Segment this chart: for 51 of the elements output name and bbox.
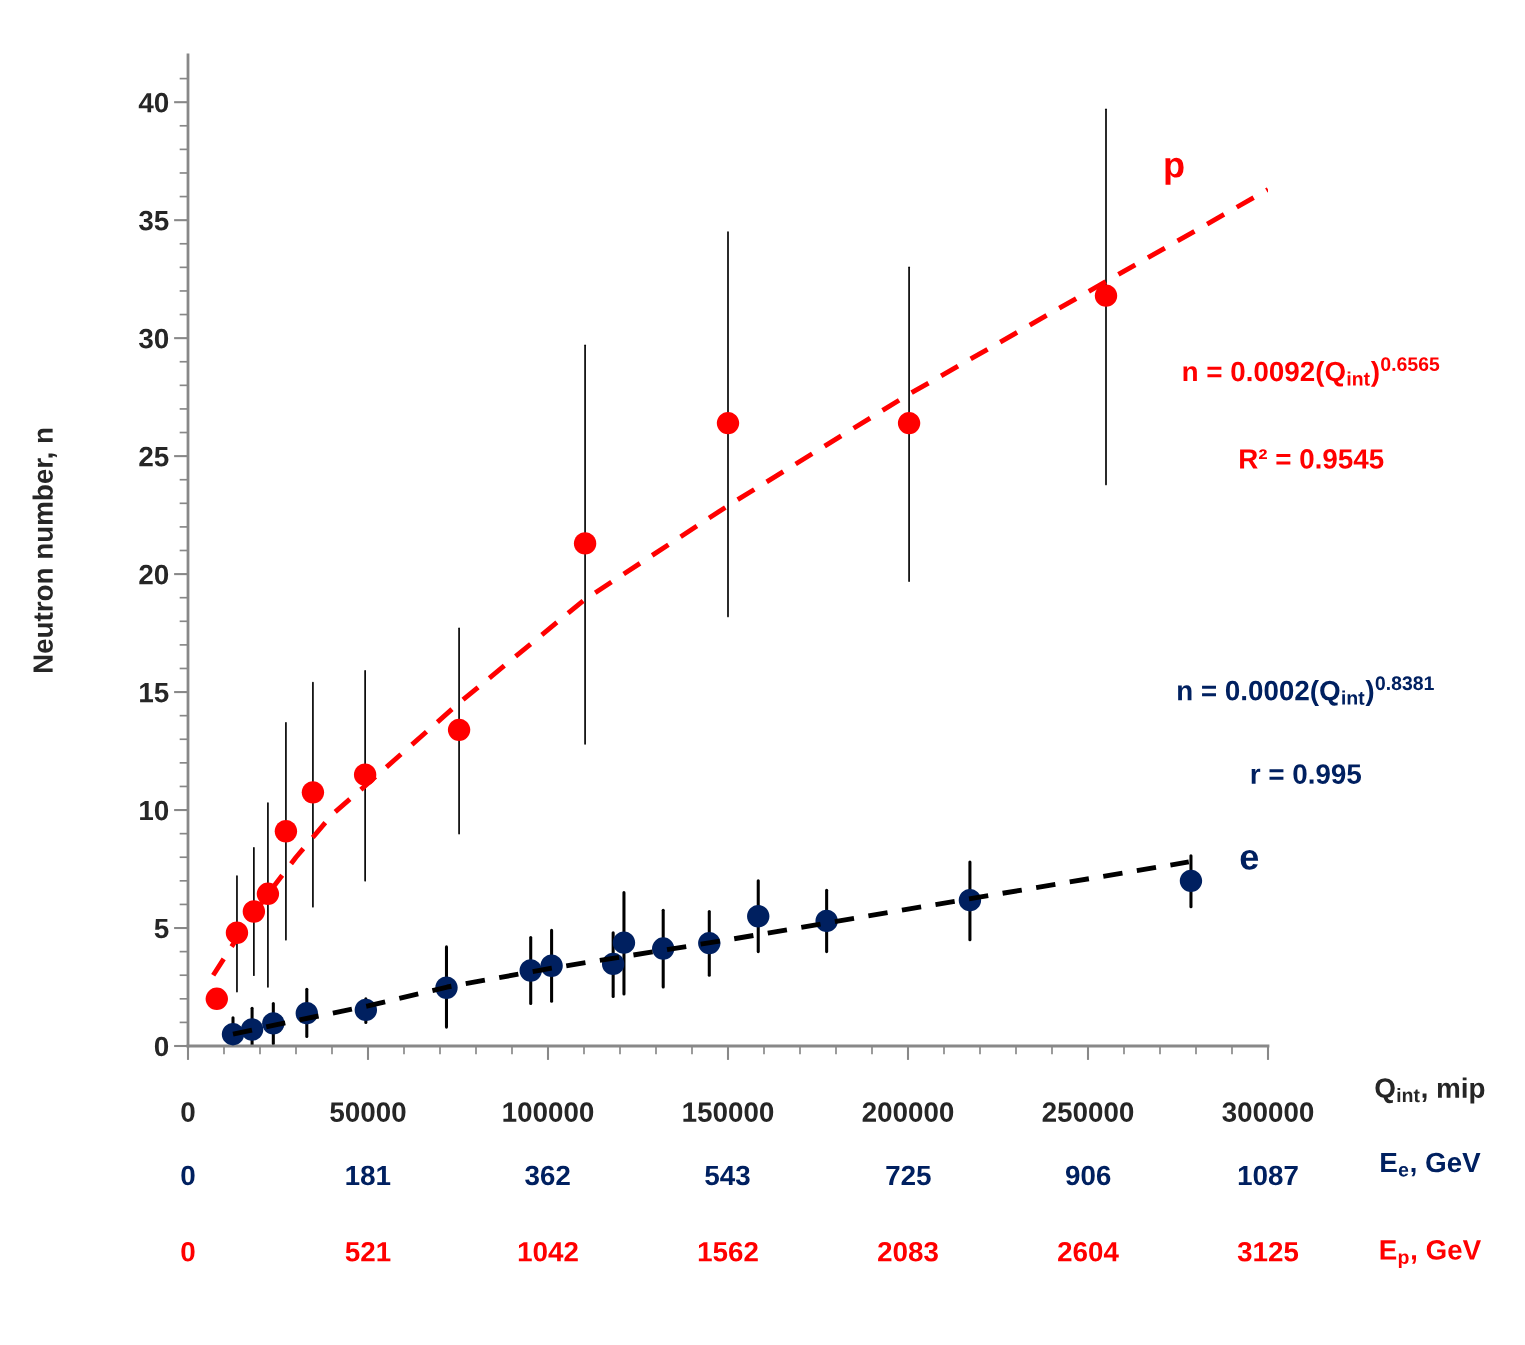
y-tick-label: 30 — [138, 328, 169, 349]
x2-tick-label: 1087 — [1238, 1165, 1298, 1186]
x2-axis-title: E$_{e}$, GeV — [1381, 1152, 1481, 1177]
text: 0 — [181, 1241, 195, 1262]
x-axis-title: Q$_{int}$, mip — [1375, 1077, 1485, 1104]
x-tick-label: 100000 — [503, 1102, 594, 1122]
y-tick-label: 15 — [140, 683, 169, 703]
text: 2083 — [878, 1241, 938, 1262]
text: E$_{p}$, GeV — [1380, 1240, 1481, 1268]
x-tick-label: 250000 — [1042, 1102, 1134, 1122]
point — [301, 781, 325, 804]
y-tick-label: 20 — [139, 564, 169, 585]
y-axis-title: Neutron number, n — [32, 428, 57, 673]
point — [1179, 869, 1203, 893]
series-label: e — [1240, 849, 1259, 870]
text: 3125 — [1237, 1241, 1299, 1262]
point — [274, 820, 298, 843]
point — [1094, 284, 1118, 307]
text: 521 — [345, 1241, 391, 1262]
point — [612, 931, 636, 954]
y-tick-label: 10 — [140, 800, 169, 821]
annotation: r = 0.995 — [1251, 764, 1362, 784]
annotation: n = 0.0002(Q$_{int}$)$^{0.8381}$ — [1178, 676, 1434, 706]
y-tick-label: 35 — [138, 210, 169, 231]
x-tick-label: 150000 — [683, 1102, 774, 1122]
x2-tick-label: 0 — [181, 1165, 195, 1186]
point — [716, 411, 740, 435]
point — [897, 411, 921, 435]
point — [747, 905, 770, 928]
text: 1562 — [698, 1241, 758, 1262]
x2-tick-label: 543 — [705, 1165, 750, 1186]
annotation: n = 0.0092(Q$_{int}$)$^{0.6565}$ — [1183, 357, 1440, 387]
y-tick-label: 0 — [154, 1036, 169, 1057]
x-tick-label: 0 — [181, 1102, 195, 1122]
text: 1042 — [518, 1241, 578, 1262]
annotation: R² = 0.9545 — [1240, 449, 1384, 469]
x-tick-label: 300000 — [1222, 1102, 1314, 1122]
x2-tick-label: 181 — [346, 1165, 391, 1186]
y-tick-label: 25 — [139, 446, 169, 467]
text: 2604 — [1058, 1241, 1119, 1262]
point — [205, 987, 228, 1011]
x-tick-label: 50000 — [330, 1102, 406, 1122]
y-tick-label: 40 — [138, 92, 169, 113]
x-tick-label: 200000 — [862, 1102, 954, 1122]
x2-tick-label: 906 — [1065, 1165, 1111, 1186]
text: p — [1165, 157, 1184, 185]
point — [447, 718, 471, 742]
point — [573, 532, 597, 555]
y-tick-label: 5 — [154, 918, 169, 939]
x2-tick-label: 725 — [886, 1165, 931, 1186]
x2-tick-label: 362 — [525, 1165, 570, 1186]
